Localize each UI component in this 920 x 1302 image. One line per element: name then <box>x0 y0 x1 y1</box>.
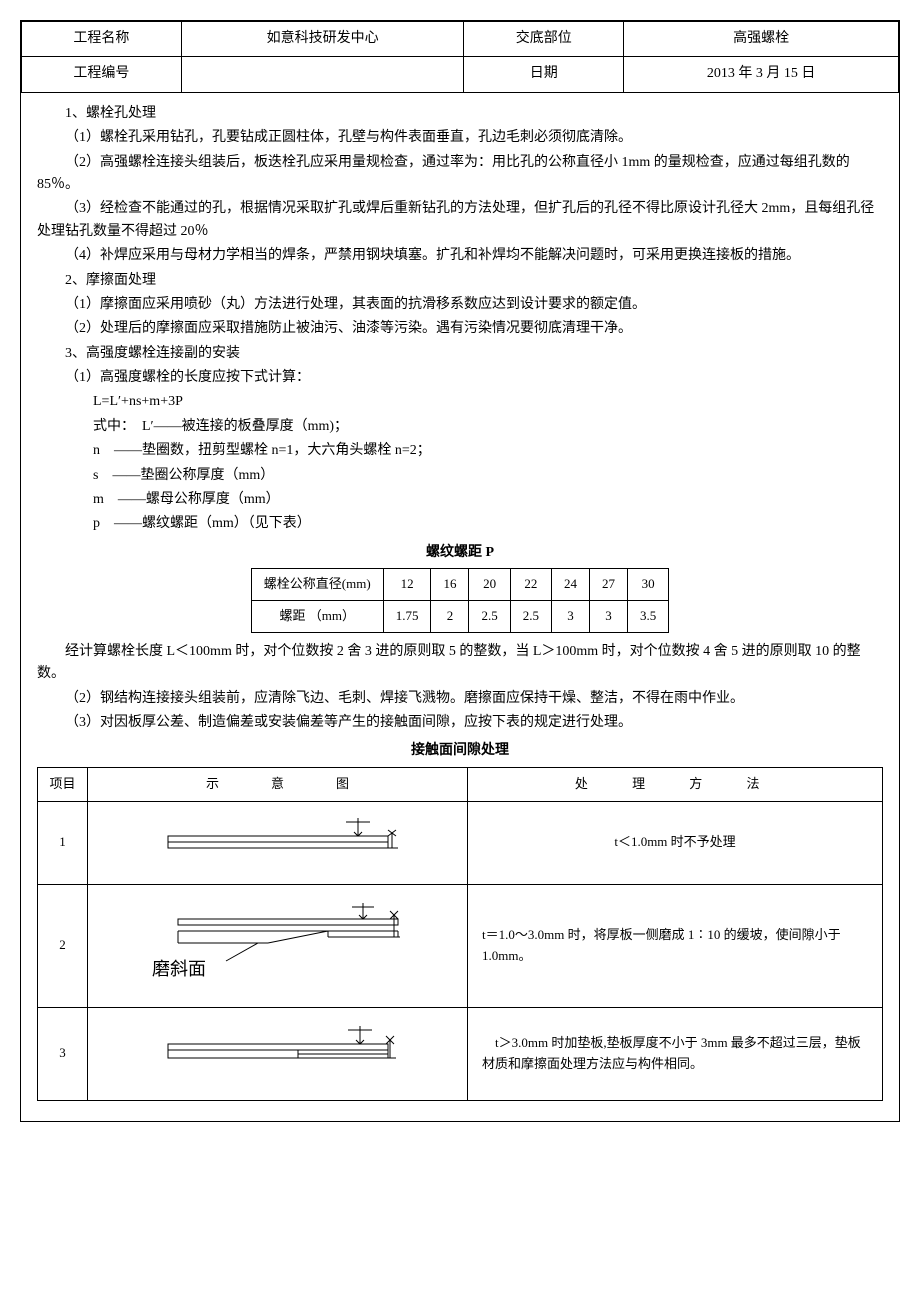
gap-h-diagram: 示 意 图 <box>88 767 468 801</box>
s3-title: 3、高强度螺栓连接副的安装 <box>37 343 883 365</box>
d2: 20 <box>469 569 510 601</box>
label-date: 日期 <box>464 57 624 92</box>
value-project-no <box>181 57 463 92</box>
diagram-2-label: 磨斜面 <box>152 959 206 979</box>
n-def: n ——垫圈数，扭剪型螺栓 n=1，大六角头螺栓 n=2； <box>37 440 883 462</box>
p2: 2.5 <box>469 601 510 633</box>
s1-title: 1、螺栓孔处理 <box>37 103 883 125</box>
formula: L=L′+ns+m+3P <box>37 391 883 413</box>
value-position: 高强螺栓 <box>624 22 899 57</box>
value-date: 2013 年 3 月 15 日 <box>624 57 899 92</box>
gap-method-3: t＞3.0mm 时加垫板,垫板厚度不小于 3mm 最多不超过三层，垫板材质和摩擦… <box>468 1007 883 1100</box>
diagram-1-svg <box>138 808 418 878</box>
s3-3: （3）对因板厚公差、制造偏差或安装偏差等产生的接触面间隙，应按下表的规定进行处理… <box>37 712 883 734</box>
p0: 1.75 <box>383 601 431 633</box>
s1-1: （1）螺栓孔采用钻孔，孔要钻成正圆柱体，孔壁与构件表面垂直，孔边毛刺必须彻底清除… <box>37 127 883 149</box>
d5: 27 <box>589 569 627 601</box>
gap-table-title: 接触面间隙处理 <box>37 740 883 762</box>
gap-method-1: t＜1.0mm 时不予处理 <box>468 801 883 884</box>
calc-note: 经计算螺栓长度 L＜100mm 时，对个位数按 2 舍 3 进的原则取 5 的整… <box>37 641 883 686</box>
label-project-no: 工程编号 <box>22 57 182 92</box>
gap-h-method: 处 理 方 法 <box>468 767 883 801</box>
p6: 3.5 <box>627 601 668 633</box>
s2-2: （2）处理后的摩擦面应采取措施防止被油污、油漆等污染。遇有污染情况要彻底清理干净… <box>37 318 883 340</box>
content-body: 1、螺栓孔处理 （1）螺栓孔采用钻孔，孔要钻成正圆柱体，孔壁与构件表面垂直，孔边… <box>21 93 899 1121</box>
s3-2: （2）钢结构连接接头组装前，应清除飞边、毛刺、焊接飞溅物。磨擦面应保持干燥、整洁… <box>37 688 883 710</box>
d4: 24 <box>551 569 589 601</box>
document-frame: 工程名称 如意科技研发中心 交底部位 高强螺栓 工程编号 日期 2013 年 3… <box>20 20 900 1122</box>
pitch-pitch-row: 螺距 （mm） 1.75 2 2.5 2.5 3 3 3.5 <box>251 601 668 633</box>
p1: 2 <box>431 601 469 633</box>
s1-4: （4）补焊应采用与母材力学相当的焊条，严禁用钢块填塞。扩孔和补焊均不能解决问题时… <box>37 245 883 267</box>
gap-diagram-3 <box>88 1007 468 1100</box>
gap-table: 项目 示 意 图 处 理 方 法 1 <box>37 767 883 1101</box>
gap-h-item: 项目 <box>38 767 88 801</box>
d0: 12 <box>383 569 431 601</box>
gap-item-1: 1 <box>38 801 88 884</box>
header-table: 工程名称 如意科技研发中心 交底部位 高强螺栓 工程编号 日期 2013 年 3… <box>21 21 899 93</box>
pitch-row-label1: 螺栓公称直径(mm) <box>251 569 383 601</box>
diagram-3-svg <box>138 1014 418 1094</box>
p5: 3 <box>589 601 627 633</box>
d1: 16 <box>431 569 469 601</box>
value-project-name: 如意科技研发中心 <box>181 22 463 57</box>
s2-1: （1）摩擦面应采用喷砂（丸）方法进行处理，其表面的抗滑移系数应达到设计要求的额定… <box>37 294 883 316</box>
s1-3: （3）经检查不能通过的孔，根据情况采取扩孔或焊后重新钻孔的方法处理，但扩孔后的孔… <box>37 198 883 243</box>
pitch-table: 螺栓公称直径(mm) 12 16 20 22 24 27 30 螺距 （mm） … <box>251 568 669 633</box>
diagram-2-svg: 磨斜面 <box>128 891 428 1001</box>
m-def: m ——螺母公称厚度（mm） <box>37 489 883 511</box>
d6: 30 <box>627 569 668 601</box>
gap-item-2: 2 <box>38 884 88 1007</box>
label-project-name: 工程名称 <box>22 22 182 57</box>
d3: 22 <box>510 569 551 601</box>
p-def: p ——螺纹螺距（mm）（见下表） <box>37 513 883 535</box>
gap-item-3: 3 <box>38 1007 88 1100</box>
p4: 3 <box>551 601 589 633</box>
s1-2: （2）高强螺栓连接头组装后，板迭栓孔应采用量规检查，通过率为：用比孔的公称直径小… <box>37 152 883 197</box>
s-def: s ——垫圈公称厚度（mm） <box>37 465 883 487</box>
gap-method-2: t＝1.0～3.0mm 时，将厚板一侧磨成 1∶10 的缓坡，使间隙小于 1.0… <box>468 884 883 1007</box>
s2-title: 2、摩擦面处理 <box>37 270 883 292</box>
label-position: 交底部位 <box>464 22 624 57</box>
pitch-table-title: 螺纹螺距 P <box>37 542 883 564</box>
s3-1: （1）高强度螺栓的长度应按下式计算： <box>37 367 883 389</box>
p3: 2.5 <box>510 601 551 633</box>
pitch-diameter-row: 螺栓公称直径(mm) 12 16 20 22 24 27 30 <box>251 569 668 601</box>
gap-diagram-2: 磨斜面 <box>88 884 468 1007</box>
pitch-row-label2: 螺距 （mm） <box>251 601 383 633</box>
gap-diagram-1 <box>88 801 468 884</box>
formula-def: 式中： L′——被连接的板叠厚度（mm)； <box>37 416 883 438</box>
